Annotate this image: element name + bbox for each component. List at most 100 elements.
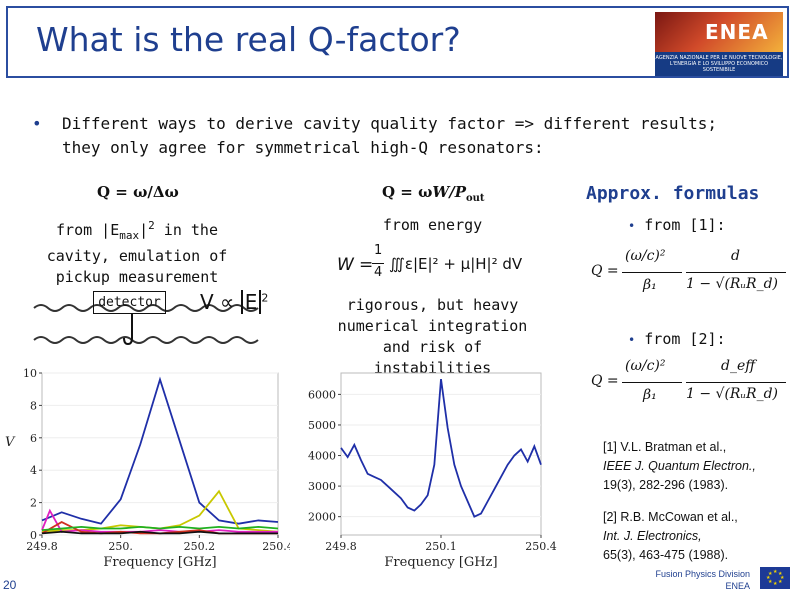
from-ref1: • from [1]: xyxy=(628,216,726,234)
y-tick-label: 8 xyxy=(30,399,37,412)
logo-word: ENEA xyxy=(705,20,769,44)
chart-energy-q-vs-frequency: 2000 3000 4000 5000 6000 249.8 250.1 250.4 Frequ… xyxy=(308,372,557,570)
f1-bar1 xyxy=(622,272,682,273)
detector-diagram xyxy=(33,304,259,346)
intro-text: Different ways to derive cavity quality … xyxy=(62,114,718,157)
f2-den2: 1 − √(RᵤR_d) xyxy=(686,386,779,402)
series-line-1 xyxy=(41,376,279,525)
energy-eq: = xyxy=(359,255,374,275)
slide-title: What is the real Q-factor? xyxy=(36,20,461,59)
v-symbol: V xyxy=(200,290,214,314)
footer-credit: Fusion Physics Division ENEA xyxy=(610,568,750,592)
x-axis-label: Frequency [GHz] xyxy=(384,555,497,570)
ref1-line3: 19(3), 282-296 (1983). xyxy=(603,478,729,492)
enea-logo: ENEA AGENZIA NAZIONALE PER LE NUOVE TECN… xyxy=(655,12,783,76)
wave-bottom xyxy=(33,336,259,344)
energy-body: ∭ε|E|² + μ|H|² dV xyxy=(389,255,523,273)
y-tick-label: 6000 xyxy=(308,388,336,401)
desc-sup: 2 xyxy=(148,219,155,232)
plot-area xyxy=(41,372,279,536)
bullet-dot: • xyxy=(32,114,42,133)
y-tick-label: 4 xyxy=(30,464,37,477)
energy-frac-bar xyxy=(372,263,384,264)
q-label: Q = xyxy=(591,373,619,389)
col1-desc-line3: pickup measurement xyxy=(55,268,219,286)
approx-heading: Approx. formulas xyxy=(586,183,760,204)
e-abs: E xyxy=(240,290,262,314)
formula-w: W/P xyxy=(432,183,466,201)
ref2: [2] R.B. McCowan et al., Int. J. Electro… xyxy=(603,508,793,565)
x-tick-label: 249.8 xyxy=(26,540,58,553)
x-tick-label: 250.1 xyxy=(425,540,457,553)
y-tick-label: 10 xyxy=(23,367,37,380)
e-exp: 2 xyxy=(261,291,269,305)
f1-bar2 xyxy=(686,272,786,273)
desc-part: from |E xyxy=(56,221,120,239)
y-tick-label: 3000 xyxy=(308,480,336,493)
bullet-dot: • xyxy=(628,219,636,233)
x-tick-label: 249.8 xyxy=(325,540,357,553)
col2-description: from energy xyxy=(382,216,483,234)
references: [1] V.L. Bratman et al., IEEE J. Quantum… xyxy=(603,438,793,565)
col2-note-line2: numerical integration xyxy=(337,317,528,335)
energy-frac-den: 4 xyxy=(374,265,383,280)
slide-number: 20 xyxy=(3,578,17,592)
col1-formula: Q = ω/Δω xyxy=(97,183,179,201)
series-line-1 xyxy=(340,378,542,518)
f1-num2: d xyxy=(731,248,740,264)
ref2-line3: 65(3), 463-475 (1988). xyxy=(603,548,729,562)
title-frame xyxy=(6,6,789,78)
ref2-line2: Int. J. Electronics, xyxy=(603,529,702,543)
col2-formula: Q = ωW/Pout xyxy=(382,183,485,204)
footer-org: ENEA xyxy=(725,581,750,591)
ref2-line1: [2] R.B. McCowan et al., xyxy=(603,510,738,524)
col1-desc-line1: from |Emax|2 in the xyxy=(32,215,242,246)
col1-description: from |Emax|2 in the cavity, emulation of… xyxy=(32,215,242,288)
ref1-line1: [1] V.L. Bratman et al., xyxy=(603,440,727,454)
f2-bar1 xyxy=(622,382,682,383)
from-ref2-text: from [2]: xyxy=(644,330,726,348)
x-axis-label: Frequency [GHz] xyxy=(103,555,216,570)
y-axis-label: V xyxy=(5,435,16,450)
y-tick-label: 6 xyxy=(30,432,37,445)
from-ref2: • from [2]: xyxy=(628,330,726,348)
f1-den2: 1 − √(RᵤR_d) xyxy=(686,276,779,292)
y-tick-label: 2000 xyxy=(308,511,336,524)
y-tick-label: 0 xyxy=(30,529,37,542)
x-tick-label: 250.4 xyxy=(525,540,557,553)
energy-frac-num: 1 xyxy=(374,243,383,258)
f1-num1: (ω/c)² xyxy=(625,248,666,264)
x-tick-label: 250.4 xyxy=(262,540,290,553)
desc-part: in the xyxy=(154,221,218,239)
from-ref1-text: from [1]: xyxy=(644,216,726,234)
f2-bar2 xyxy=(686,382,786,383)
logo-graphic xyxy=(655,12,783,52)
f2-num2: d_eff xyxy=(721,358,756,374)
plot-area xyxy=(340,372,542,536)
approx-formula-1: Q = (ω/c)² β₁ d 1 − √(RᵤR_d) xyxy=(591,246,791,300)
f2-den1: β₁ xyxy=(643,387,657,403)
col1-desc-line2: cavity, emulation of xyxy=(46,247,228,265)
energy-w: W xyxy=(337,255,354,275)
bullet-dot: • xyxy=(628,333,636,347)
y-tick-label: 5000 xyxy=(308,419,336,432)
detector-probe xyxy=(123,314,133,346)
ref1: [1] V.L. Bratman et al., IEEE J. Quantum… xyxy=(603,438,793,495)
f2-num1: (ω/c)² xyxy=(625,358,666,374)
series-line-5 xyxy=(41,525,279,532)
desc-sub: max xyxy=(119,229,140,242)
detector-label: detector xyxy=(93,291,166,314)
y-tick-label: 4000 xyxy=(308,450,336,463)
f1-den1: β₁ xyxy=(643,277,657,293)
x-tick-label: 250. xyxy=(108,540,133,553)
ref1-line2: IEEE J. Quantum Electron., xyxy=(603,459,756,473)
formula-sub: out xyxy=(465,193,485,204)
series-line-6 xyxy=(41,530,278,535)
desc-part: | xyxy=(139,221,149,239)
y-tick-label: 2 xyxy=(30,497,37,510)
chart-v-vs-frequency: 0 2 4 6 8 10 249.8 250. 250.2 250.4 Frequency [GHz… xyxy=(5,367,290,570)
eu-flag-icon: ★ ★ ★ ★ ★ ★ ★ ★ xyxy=(760,567,790,589)
x-tick-label: 250.2 xyxy=(184,540,216,553)
wave-top xyxy=(33,304,259,312)
